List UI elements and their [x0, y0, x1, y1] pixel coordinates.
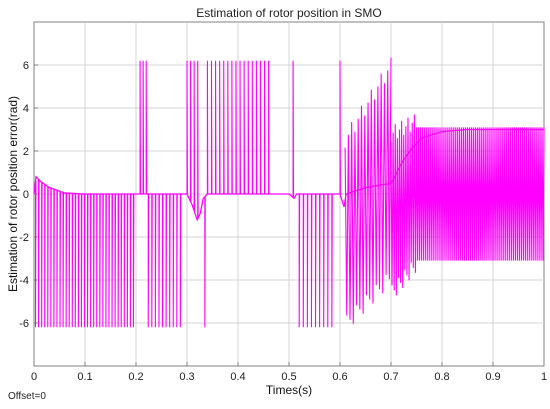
chart-title: Estimation of rotor position in SMO — [196, 6, 381, 20]
x-tick-label: 0.5 — [281, 371, 296, 383]
offset-footer: Offset=0 — [8, 391, 46, 402]
x-tick-label: 1 — [541, 371, 547, 383]
x-tick-label: 0.8 — [434, 371, 449, 383]
x-tick-label: 0.2 — [128, 371, 143, 383]
y-axis-label: Estimation of rotor position error(rad) — [6, 96, 20, 292]
x-tick-label: 0.1 — [77, 371, 92, 383]
y-tick-label: -4 — [19, 275, 29, 287]
y-tick-label: -6 — [19, 318, 29, 330]
y-tick-label: -2 — [19, 232, 29, 244]
y-tick-label: 4 — [23, 103, 29, 115]
x-tick-label: 0.6 — [332, 371, 347, 383]
y-tick-label: 0 — [23, 189, 29, 201]
x-tick-label: 0.9 — [485, 371, 500, 383]
x-tick-label: 0.7 — [383, 371, 398, 383]
x-tick-label: 0 — [31, 371, 37, 383]
x-tick-label: 0.3 — [179, 371, 194, 383]
y-tick-label: 2 — [23, 146, 29, 158]
x-axis-label: Times(s) — [266, 383, 312, 397]
x-tick-label: 0.4 — [230, 371, 245, 383]
y-tick-label: 6 — [23, 60, 29, 72]
